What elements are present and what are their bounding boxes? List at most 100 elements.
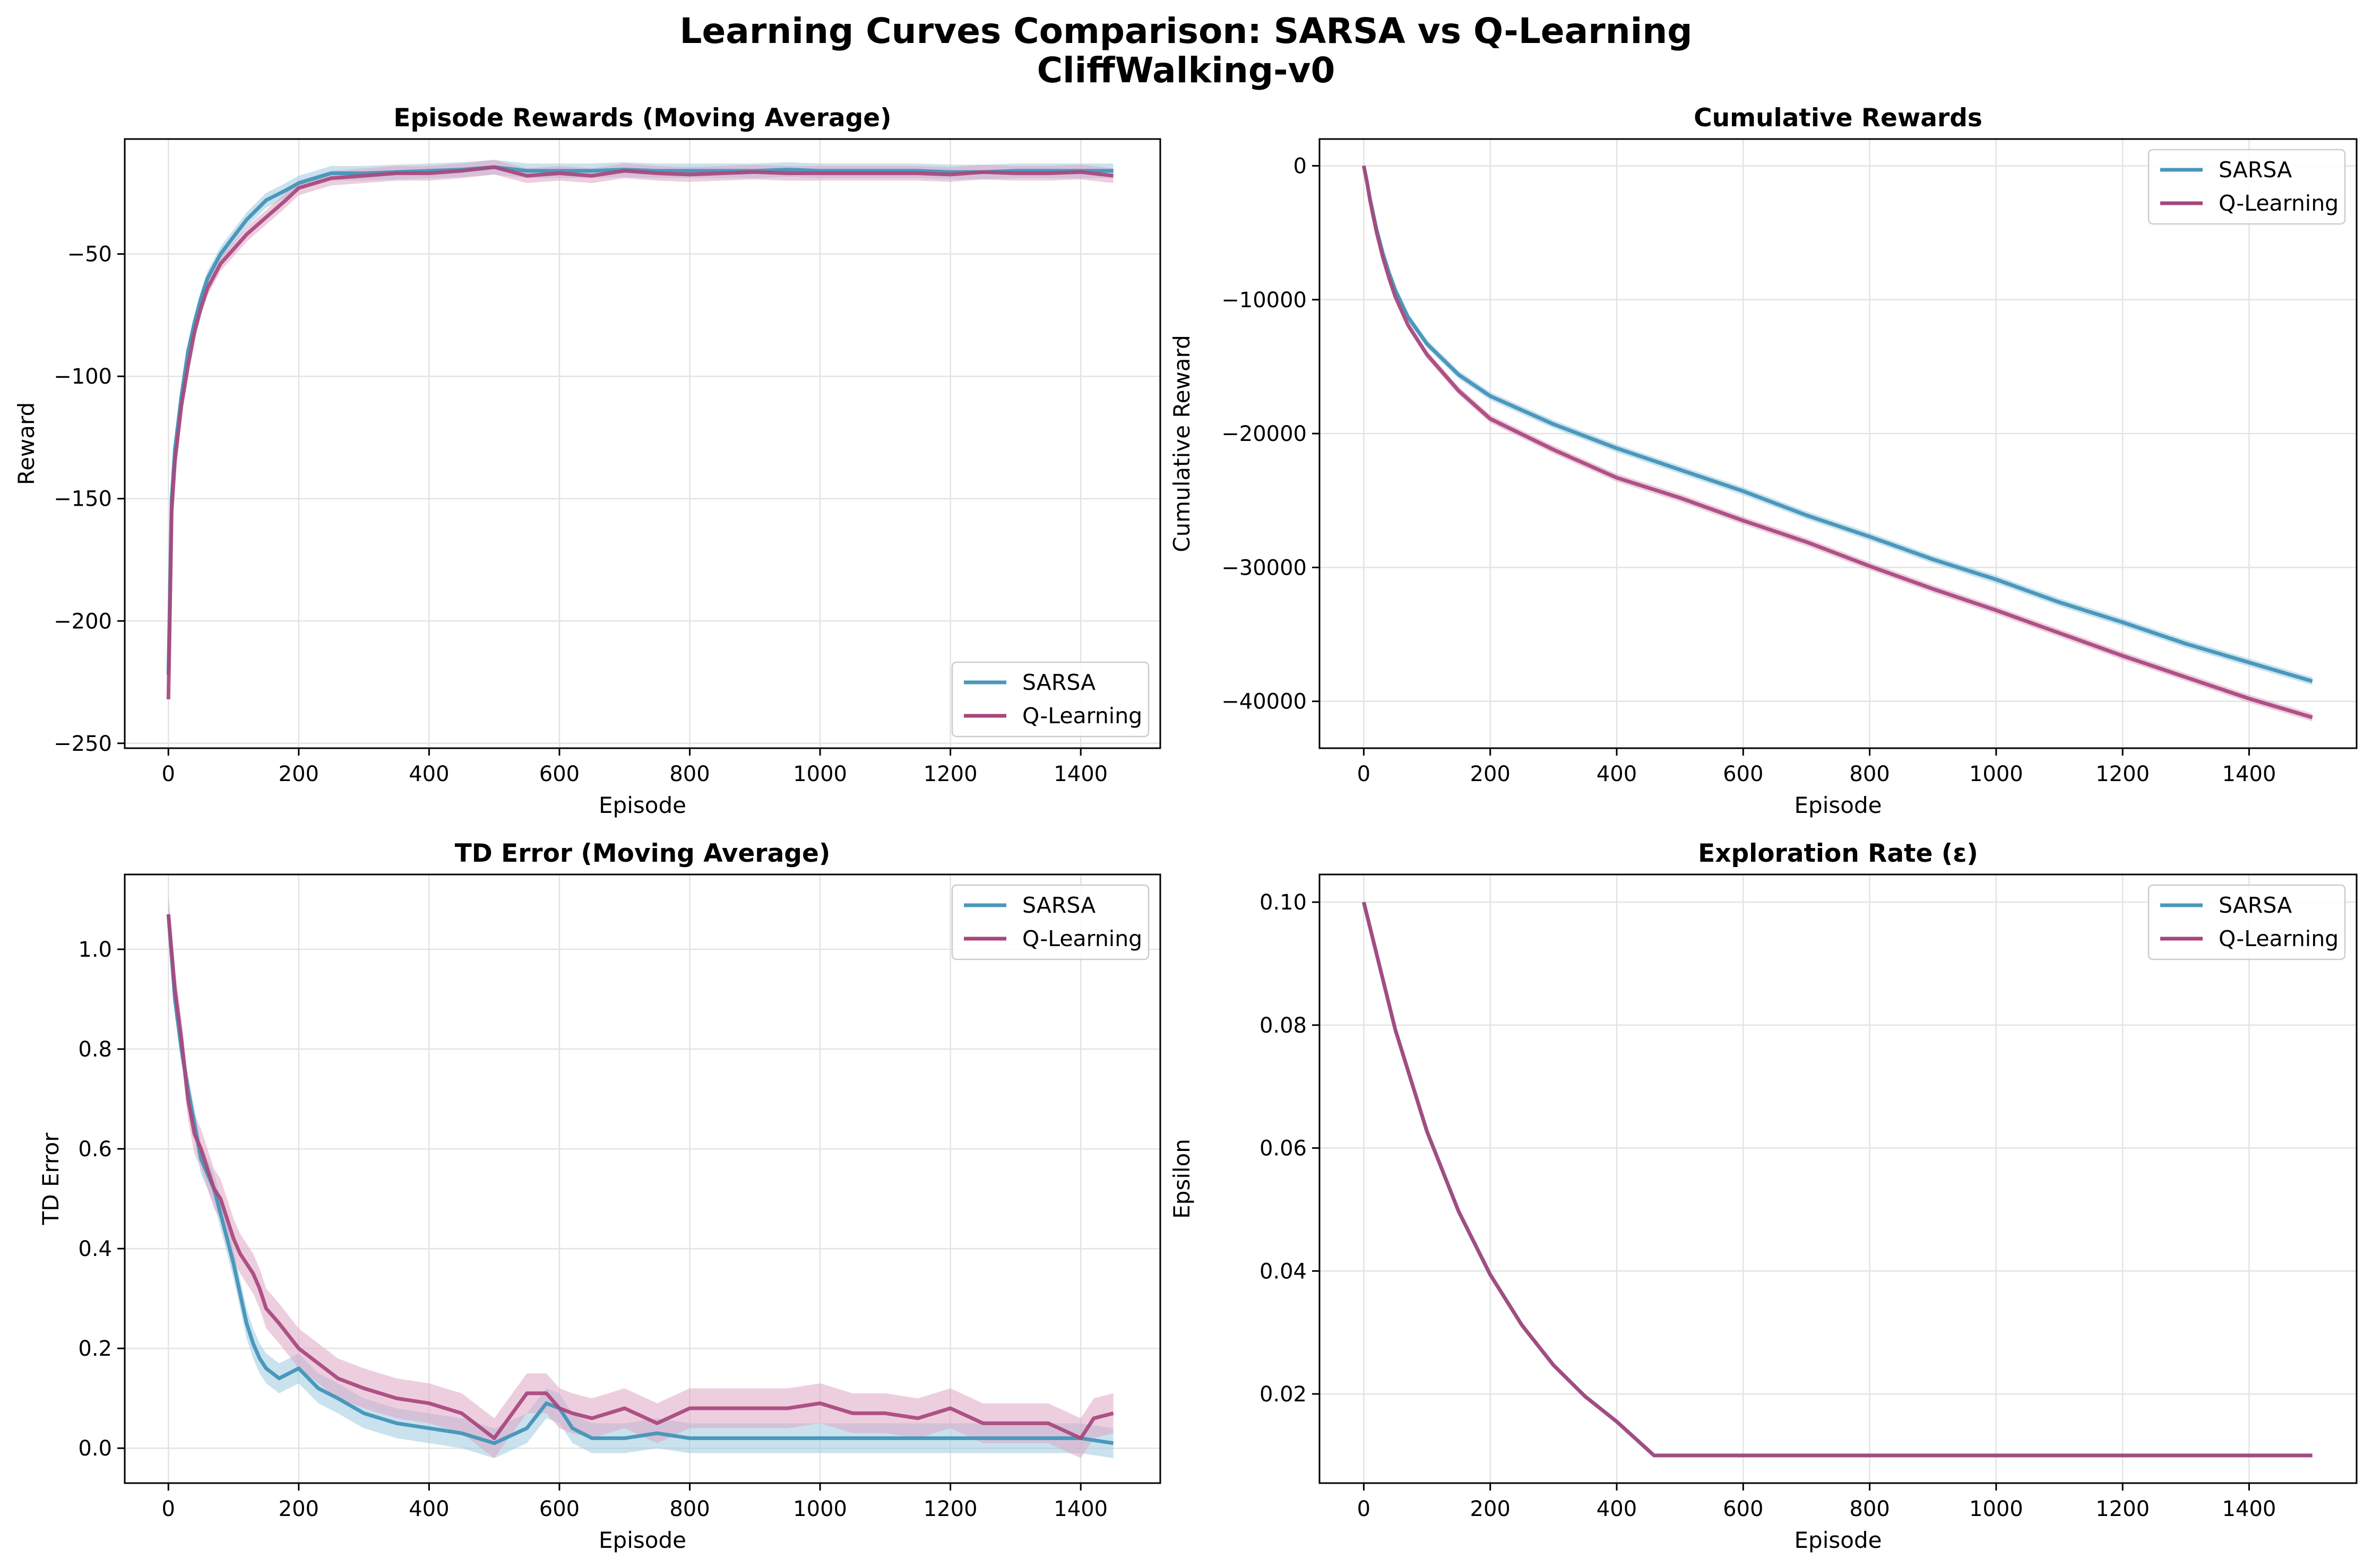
x-tick-label: 1000: [1969, 762, 2023, 786]
y-axis-label: Reward: [13, 402, 39, 485]
y-tick-label: −30000: [1221, 556, 1307, 580]
x-tick-label: 200: [1470, 1497, 1511, 1521]
x-tick-label: 600: [539, 1497, 580, 1521]
series-line-sarsa: [166, 165, 1114, 675]
y-tick-label: 0.08: [1260, 1013, 1307, 1038]
x-tick-label: 1000: [793, 762, 847, 786]
series-line-sarsa: [1362, 902, 2313, 1458]
x-tick-label: 1200: [924, 762, 978, 786]
y-tick-label: 1.0: [78, 938, 112, 962]
y-tick-label: 0.06: [1260, 1137, 1307, 1161]
y-axis-label: TD Error: [38, 1132, 64, 1225]
x-tick-label: 200: [1470, 762, 1511, 786]
axes-frame: [124, 873, 1161, 1484]
x-tick-label: 1000: [793, 1497, 847, 1521]
plot-area: [1361, 161, 2313, 722]
x-tick-label: 600: [1723, 762, 1763, 786]
series-line-qlearning: [166, 914, 1114, 1440]
plot-area: [166, 894, 1114, 1458]
x-tick-label: 1200: [2095, 1497, 2150, 1521]
x-tick-label: 400: [409, 1497, 449, 1521]
x-tick-label: 800: [669, 762, 710, 786]
x-tick-label: 400: [1597, 1497, 1637, 1521]
x-tick-label: 800: [669, 1497, 710, 1521]
x-tick-label: 1000: [1969, 1497, 2023, 1521]
x-tick-label: 1200: [2095, 762, 2150, 786]
x-tick-label: 800: [1849, 762, 1890, 786]
y-axis-label: Epsilon: [1169, 1139, 1195, 1219]
x-tick-label: 1400: [2222, 1497, 2276, 1521]
legend-label-sarsa: SARSA: [2219, 893, 2292, 918]
y-tick-label: 0.6: [78, 1137, 112, 1162]
x-tick-label: 200: [279, 762, 319, 786]
x-axis-label: Episode: [599, 792, 686, 818]
legend-label-sarsa: SARSA: [1022, 893, 1096, 918]
y-tick-label: −50: [67, 242, 112, 267]
axes-frame: [1318, 138, 2358, 749]
y-tick-label: 0.02: [1260, 1382, 1307, 1407]
plot-area: [166, 160, 1114, 707]
chart-title: Exploration Rate (ε): [1698, 839, 1978, 868]
x-axis-label: Episode: [1795, 792, 1882, 818]
x-tick-label: 800: [1849, 1497, 1890, 1521]
y-tick-label: 0.04: [1260, 1259, 1307, 1284]
legend-label-qlearning: Q-Learning: [2219, 926, 2339, 951]
y-tick-label: 0.10: [1260, 890, 1307, 915]
y-tick-label: 0.2: [78, 1337, 112, 1361]
x-tick-label: 0: [1357, 762, 1370, 786]
chart-panel-4: 0 200 400 600 800 1000 1200 1400 0.02 0.04 0.06 0.0…: [1169, 839, 2358, 1553]
x-tick-label: 0: [1357, 1497, 1370, 1521]
y-tick-label: −10000: [1221, 288, 1307, 313]
y-tick-label: −100: [54, 365, 112, 389]
figure-title: Learning Curves Comparison: SARSA vs Q-L…: [679, 11, 1693, 51]
axes-frame: [1318, 873, 2358, 1484]
x-tick-label: 1400: [2222, 762, 2276, 786]
x-axis-label: Episode: [1795, 1527, 1882, 1553]
y-tick-label: 0: [1293, 154, 1307, 178]
y-axis-label: Cumulative Reward: [1169, 335, 1195, 552]
chart-panel-1: 0 200 400 600 800 1000 1200 1400 −250 −200 −150 −10…: [13, 103, 1161, 818]
chart-panel-3: 0 200 400 600 800 1000 1200 1400 0.0 0.2 0.4 0.6 0.8…: [38, 839, 1161, 1553]
x-tick-label: 1200: [924, 1497, 978, 1521]
legend: SARSA Q-Learning: [2147, 149, 2346, 225]
x-tick-label: 400: [409, 762, 449, 786]
y-tick-label: 0.8: [78, 1037, 112, 1062]
x-axis-label: Episode: [599, 1527, 686, 1553]
legend-label-sarsa: SARSA: [2219, 157, 2292, 183]
legend-label-qlearning: Q-Learning: [2219, 190, 2339, 216]
legend-label-sarsa: SARSA: [1022, 670, 1096, 695]
series-band-qlearning: [168, 894, 1114, 1458]
x-tick-label: 0: [162, 762, 175, 786]
series-band-sarsa: [168, 160, 1114, 682]
figure-subtitle: CliffWalking-v0: [1037, 50, 1335, 91]
legend: SARSA Q-Learning: [951, 884, 1150, 960]
y-tick-label: −200: [54, 609, 112, 634]
y-tick-label: −150: [54, 487, 112, 512]
chart-title: Episode Rewards (Moving Average): [393, 103, 891, 133]
x-tick-label: 200: [279, 1497, 319, 1521]
axes-frame: [124, 138, 1161, 749]
y-tick-label: 0.0: [78, 1436, 112, 1461]
series-line-qlearning: [166, 165, 1114, 699]
chart-panel-2: 0 200 400 600 800 1000 1200 1400 −40000 −30000 −20…: [1169, 103, 2358, 818]
legend: SARSA Q-Learning: [951, 661, 1150, 738]
x-tick-label: 600: [1723, 1497, 1763, 1521]
x-tick-label: 1400: [1054, 762, 1108, 786]
legend: SARSA Q-Learning: [2147, 884, 2346, 960]
y-tick-label: −40000: [1221, 690, 1307, 714]
x-tick-label: 0: [162, 1497, 175, 1521]
x-tick-label: 1400: [1054, 1497, 1108, 1521]
series-line-qlearning: [1361, 165, 2313, 720]
x-tick-label: 400: [1597, 762, 1637, 786]
y-tick-label: −250: [54, 732, 112, 756]
legend-label-qlearning: Q-Learning: [1022, 926, 1142, 951]
series-band-qlearning: [168, 160, 1114, 707]
x-tick-label: 600: [539, 762, 580, 786]
y-tick-label: 0.4: [78, 1237, 112, 1261]
chart-title: TD Error (Moving Average): [455, 839, 831, 868]
series-line-qlearning: [1362, 902, 2313, 1458]
y-tick-label: −20000: [1221, 422, 1307, 446]
legend-label-qlearning: Q-Learning: [1022, 703, 1142, 729]
